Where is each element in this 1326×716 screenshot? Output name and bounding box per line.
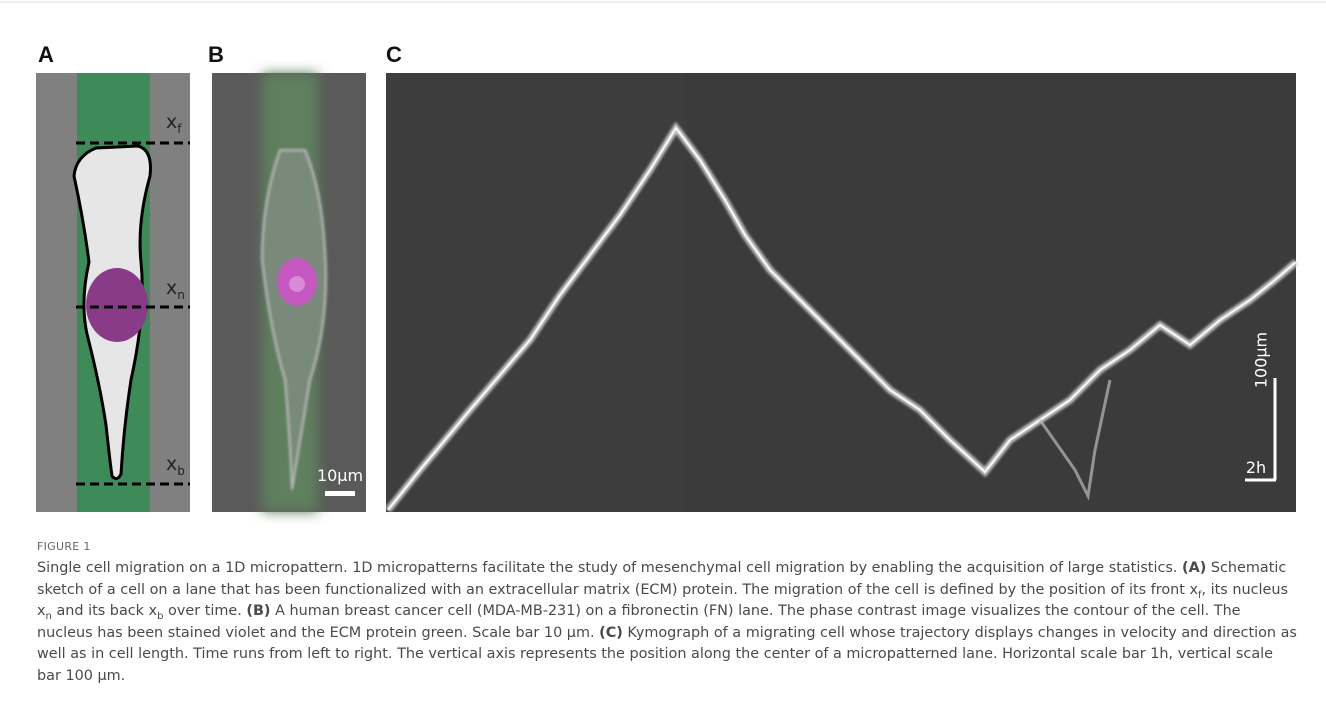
caption-run: Single cell migration on a 1D micropatte…: [37, 560, 1182, 576]
panel-label: B: [208, 42, 224, 67]
scale-bar-label: 2h: [1246, 458, 1266, 477]
caption-run: and its back x: [52, 603, 157, 619]
scale-bar-label: 10µm: [317, 466, 363, 485]
caption-run: over time.: [163, 603, 246, 619]
figure: A B C xf xn xb 10µm 100µm 2h: [0, 0, 1326, 535]
panel-label: C: [386, 42, 402, 67]
figure-label: FIGURE 1: [37, 540, 91, 553]
kymograph: [386, 73, 1296, 512]
micrograph: [212, 73, 366, 512]
caption-run: (C): [599, 625, 623, 641]
scale-bar-label: 100µm: [1252, 332, 1271, 388]
caption-run: (B): [246, 603, 270, 619]
panel-label: A: [38, 42, 54, 67]
page: A B C xf xn xb 10µm 100µm 2h FIGURE 1 Si…: [0, 0, 1326, 716]
caption-run: (A): [1182, 560, 1206, 576]
caption: Single cell migration on a 1D micropatte…: [37, 558, 1299, 688]
